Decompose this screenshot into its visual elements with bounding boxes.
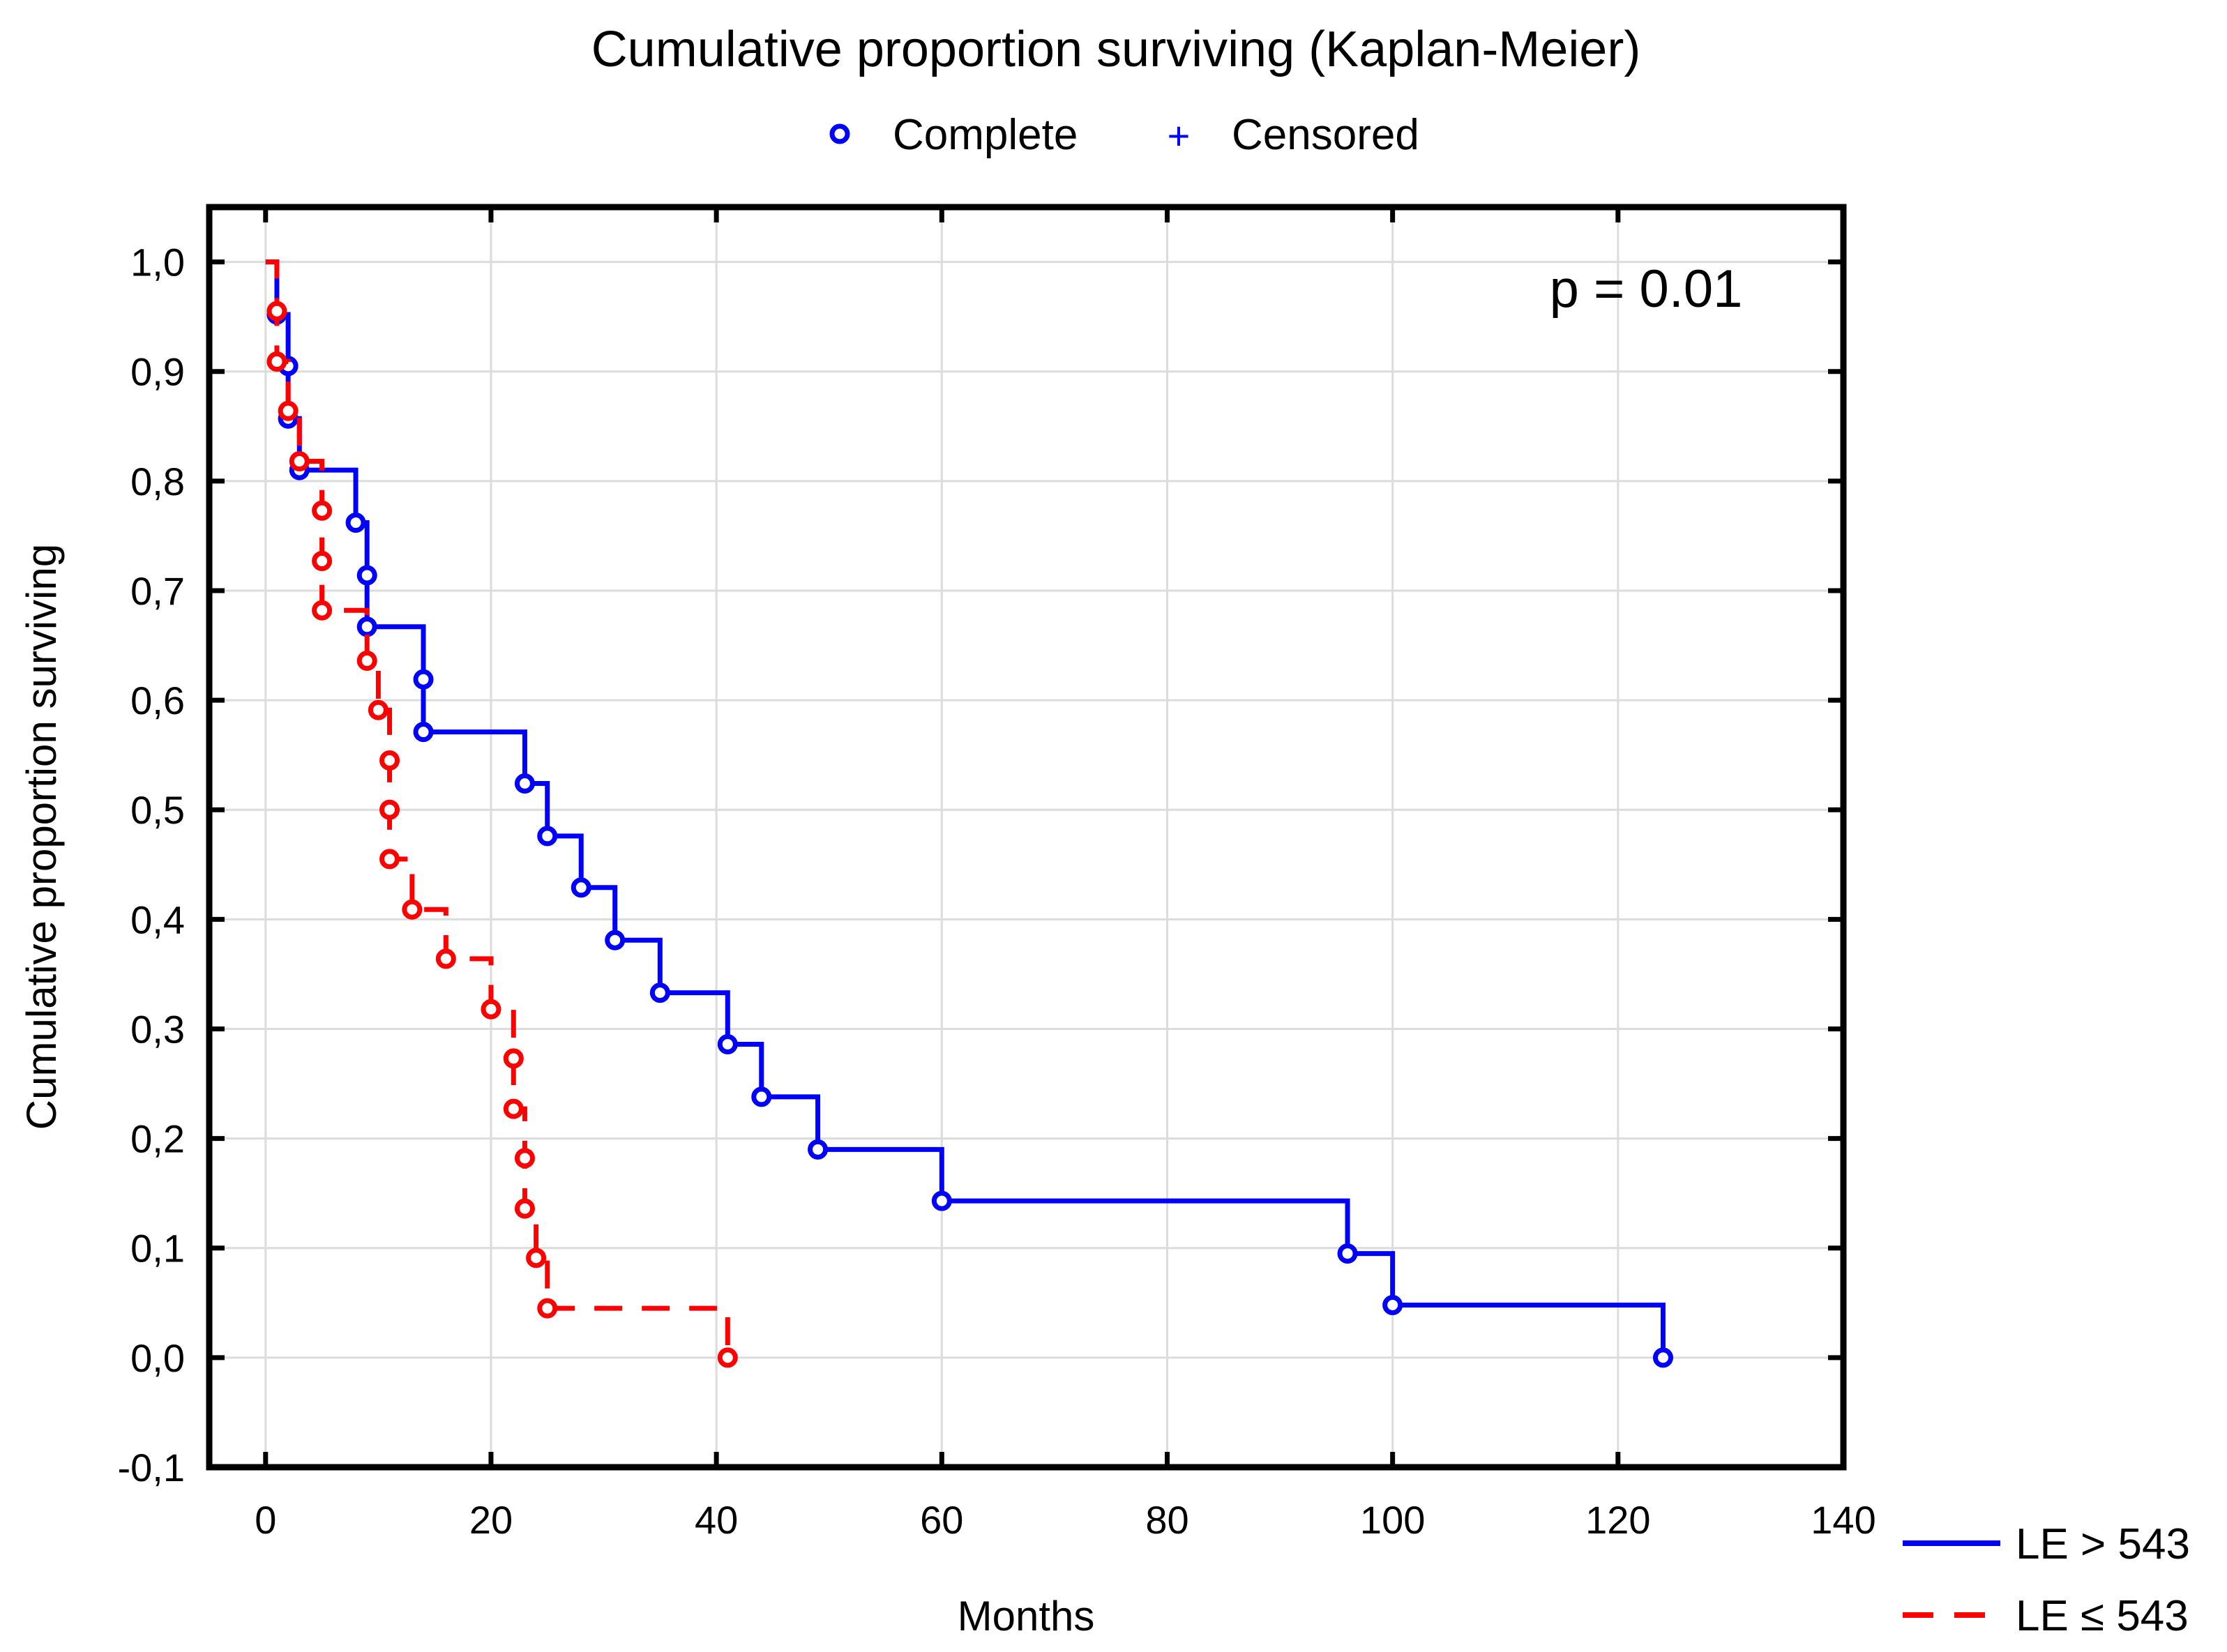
event-marker	[312, 500, 333, 521]
event-marker	[266, 351, 287, 372]
event-marker	[526, 1248, 547, 1268]
event-marker	[413, 722, 434, 743]
y-tick-label: 0,5	[130, 788, 185, 832]
event-marker	[1652, 1347, 1673, 1368]
y-tick-label: 0,1	[130, 1227, 185, 1271]
x-tick-label: 100	[1360, 1498, 1425, 1542]
x-axis-ticks: 0 20 40 60 80 100 120 140	[255, 207, 1876, 1542]
event-marker	[751, 1086, 772, 1107]
event-marker	[345, 513, 366, 533]
x-tick-label: 0	[255, 1498, 276, 1542]
legend-complete-marker	[829, 123, 850, 144]
event-marker	[379, 799, 400, 820]
marker-legend: Complete + Censored	[829, 111, 1419, 159]
event-marker	[514, 1148, 535, 1169]
event-marker	[571, 877, 591, 898]
event-marker	[808, 1139, 829, 1160]
event-marker	[537, 826, 558, 847]
y-axis-ticks: -0,1 0,0 0,1 0,2 0,3 0,4 0,5 0,6 0,7 0,8 0,9 1,0	[118, 241, 1843, 1490]
event-marker	[503, 1098, 524, 1119]
x-axis-label: Months	[958, 1593, 1095, 1639]
y-tick-label: 0,6	[130, 679, 185, 722]
legend-label-le-le-543: LE ≤ 543	[2016, 1592, 2189, 1640]
event-marker	[289, 451, 310, 472]
x-tick-label: 60	[920, 1498, 963, 1542]
event-marker	[266, 301, 287, 321]
plot-area-frame	[206, 204, 1847, 1471]
chart-title: Cumulative proportion surviving (Kaplan-…	[591, 22, 1641, 77]
x-tick-label: 120	[1585, 1498, 1650, 1542]
legend-censored-marker: +	[1168, 114, 1191, 158]
event-marker	[605, 930, 626, 950]
y-tick-label: 0,0	[130, 1336, 185, 1380]
legend-complete-label: Complete	[893, 111, 1078, 159]
event-marker	[435, 948, 456, 969]
survival-curves	[265, 259, 1673, 1368]
event-marker	[368, 699, 388, 720]
y-axis-label: Cumulative proportion surviving	[18, 544, 65, 1130]
series-legend: LE > 543 LE ≤ 543	[1903, 1520, 2190, 1640]
legend-label-le-gt-543: LE > 543	[2016, 1520, 2190, 1568]
event-marker	[312, 600, 333, 621]
y-tick-label: 0,3	[130, 1007, 185, 1051]
event-marker	[717, 1347, 738, 1368]
event-marker	[514, 1198, 535, 1219]
event-marker	[514, 773, 535, 794]
y-tick-label: 0,2	[130, 1117, 185, 1161]
event-marker	[413, 669, 434, 690]
p-value-annotation: p = 0.01	[1550, 259, 1743, 319]
x-tick-label: 140	[1811, 1498, 1875, 1542]
event-marker	[1337, 1243, 1358, 1264]
event-marker	[356, 565, 377, 586]
event-marker	[1382, 1294, 1403, 1315]
event-marker	[379, 750, 400, 771]
y-tick-label: 0,9	[130, 350, 185, 394]
event-marker	[356, 651, 377, 672]
event-marker	[402, 899, 423, 920]
y-tick-label: 1,0	[130, 241, 185, 285]
event-marker	[312, 551, 333, 572]
event-marker	[278, 400, 299, 421]
y-tick-label: -0,1	[118, 1446, 186, 1490]
event-marker	[717, 1033, 738, 1054]
event-marker	[481, 999, 501, 1020]
x-tick-label: 20	[469, 1498, 513, 1542]
x-tick-label: 80	[1145, 1498, 1188, 1542]
event-marker	[503, 1048, 524, 1069]
y-tick-label: 0,7	[130, 569, 185, 613]
event-marker	[931, 1190, 952, 1211]
y-tick-label: 0,4	[130, 897, 185, 941]
legend-censored-label: Censored	[1232, 111, 1419, 159]
event-marker	[356, 616, 377, 637]
y-tick-label: 0,8	[130, 460, 185, 503]
x-tick-label: 40	[695, 1498, 738, 1542]
event-marker	[379, 849, 400, 870]
event-marker	[537, 1298, 558, 1319]
event-marker	[649, 983, 670, 1003]
